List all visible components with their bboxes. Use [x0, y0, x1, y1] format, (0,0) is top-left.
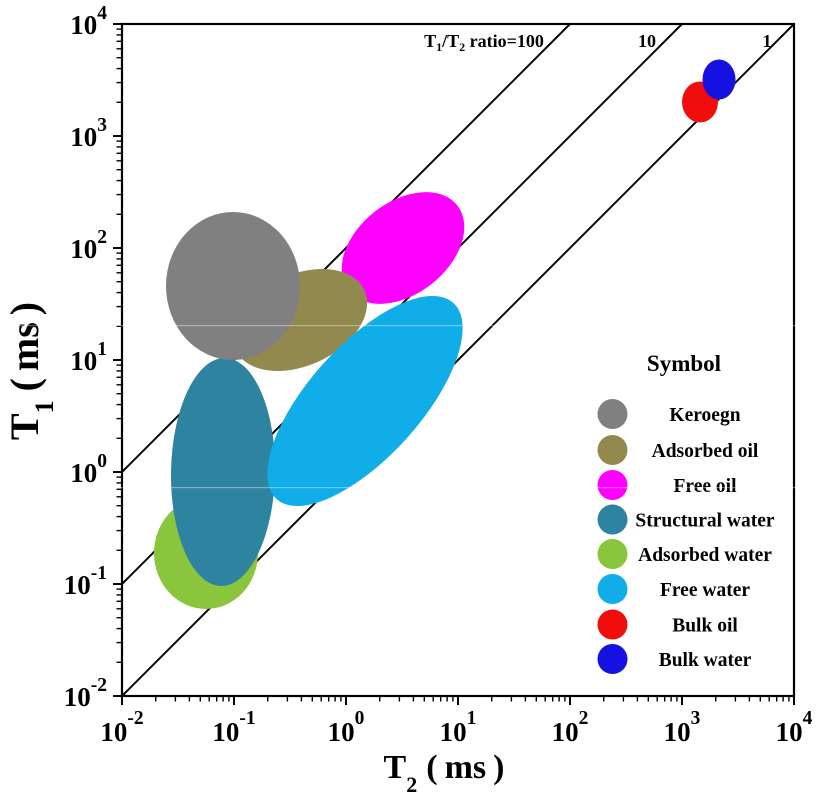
- svg-text:Keroegn: Keroegn: [669, 405, 740, 426]
- svg-text:Adsorbed water: Adsorbed water: [638, 545, 772, 566]
- svg-text:Bulk water: Bulk water: [659, 650, 752, 671]
- svg-text:104: 104: [70, 3, 107, 40]
- svg-text:10-2: 10-2: [64, 675, 107, 712]
- svg-text:Bulk oil: Bulk oil: [672, 616, 738, 637]
- svg-text:Free water: Free water: [660, 580, 750, 601]
- svg-text:1: 1: [763, 31, 772, 51]
- svg-text:Symbol: Symbol: [647, 351, 721, 376]
- svg-text:T1/T2 ratio=100: T1/T2 ratio=100: [424, 31, 544, 54]
- svg-text:Free oil: Free oil: [674, 476, 738, 497]
- svg-text:Structural water: Structural water: [635, 511, 775, 532]
- svg-text:10: 10: [638, 31, 656, 51]
- svg-text:Adsorbed oil: Adsorbed oil: [652, 441, 759, 462]
